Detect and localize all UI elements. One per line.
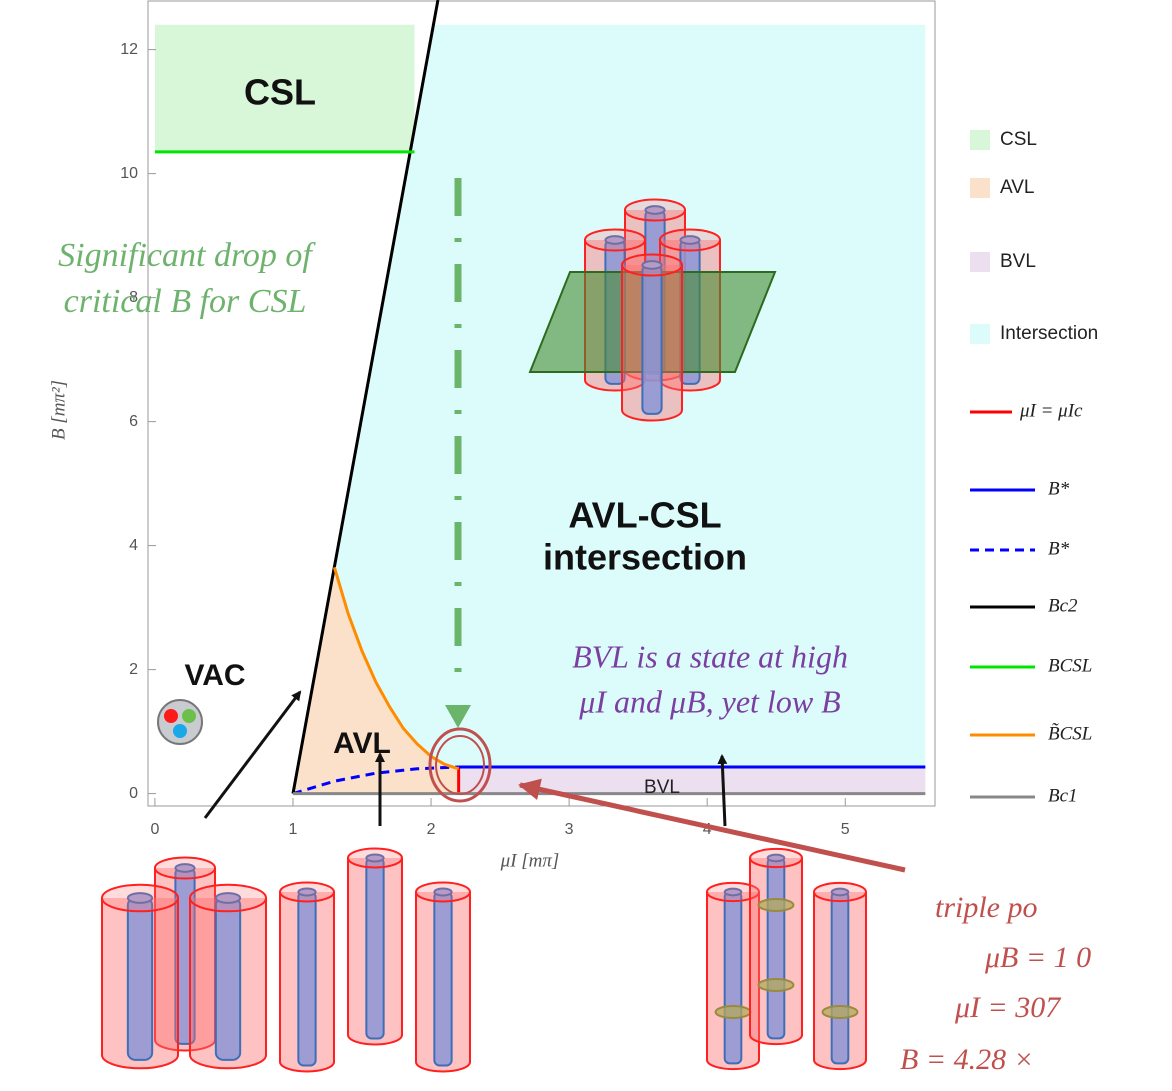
quark-red [164, 709, 178, 723]
cylinder-top [190, 885, 266, 912]
x-axis-label: μI [mπ] [500, 850, 560, 871]
annotation: μI = 307 [954, 991, 1062, 1024]
region [459, 767, 926, 794]
x-tick-label: 0 [150, 821, 159, 838]
annotation: CSL [244, 72, 316, 113]
y-tick-label: 2 [129, 661, 138, 678]
legend-label: CSL [1000, 129, 1037, 150]
ring [716, 1006, 751, 1018]
avl-illustration [102, 858, 266, 1069]
legend-label: Bc1 [1048, 785, 1078, 806]
annotation: μB = 1 0 [984, 941, 1091, 974]
cylinder-top [660, 230, 720, 251]
cylinder-top [280, 883, 334, 902]
cylinder-top [585, 230, 645, 251]
annotation: VAC [184, 659, 245, 692]
legend-label: Intersection [1000, 323, 1098, 344]
x-tick-label: 2 [427, 821, 436, 838]
chart: μI [mπ] B [mπ²] 012345024681012CSLAVLBVL… [0, 0, 1172, 1091]
ring [823, 1006, 858, 1018]
legend-label: B* [1048, 538, 1070, 559]
annotation: μI and μB, yet low B [578, 683, 840, 719]
legend-swatch [970, 324, 990, 344]
vortex-core [366, 858, 383, 1038]
vortex-core [434, 892, 451, 1065]
vortex-core [768, 858, 785, 1038]
cylinder-top [416, 883, 470, 902]
y-axis-label: B [mπ²] [48, 380, 69, 440]
y-tick-label: 6 [129, 413, 138, 430]
quark-green [182, 709, 196, 723]
annotation: critical B for CSL [64, 283, 307, 320]
legend-label: B̃CSL [1048, 723, 1092, 744]
vortex-core [128, 898, 152, 1060]
annotation: BVL is a state at high [572, 638, 848, 674]
legend-label: Bc2 [1048, 595, 1078, 616]
cylinder-top [102, 885, 178, 912]
annotation: AVL-CSL [568, 495, 721, 536]
cylinder-top [622, 255, 682, 276]
annotation: AVL [333, 727, 391, 760]
y-tick-label: 12 [120, 41, 138, 58]
vortex-core [298, 892, 315, 1065]
vortex-core [216, 898, 240, 1060]
annotation: B = 4.28 × [900, 1043, 1034, 1076]
x-tick-label: 3 [565, 821, 574, 838]
annotation: intersection [543, 537, 747, 578]
legend-label: AVL [1000, 177, 1035, 198]
x-tick-label: 5 [841, 821, 850, 838]
legend-swatch [970, 178, 990, 198]
quark-blue [173, 724, 187, 738]
vortex-core [642, 265, 661, 414]
cylinder-top [814, 883, 866, 901]
csl-illustration [280, 849, 470, 1072]
vortex-core [725, 892, 742, 1063]
arrow [205, 692, 300, 818]
ring [759, 899, 794, 911]
annotation: Significant drop of [58, 237, 316, 274]
legend-label: BVL [1000, 251, 1036, 272]
cylinder-top [155, 858, 215, 879]
legend-label: μI = μIc [1019, 400, 1083, 421]
ring [759, 979, 794, 991]
legend-label: BCSL [1048, 655, 1092, 676]
legend-swatch [970, 130, 990, 150]
annotation: BVL [644, 777, 680, 798]
y-tick-label: 0 [129, 785, 138, 802]
y-tick-label: 4 [129, 537, 138, 554]
legend-swatch [970, 252, 990, 272]
x-tick-label: 1 [289, 821, 298, 838]
cylinder-top [750, 849, 802, 867]
annotation: triple po [935, 891, 1038, 924]
vortex-core [832, 892, 849, 1063]
bvl-illustration [707, 849, 866, 1069]
cylinder-top [625, 200, 685, 221]
y-tick-label: 10 [120, 165, 138, 182]
cylinder-top [348, 849, 402, 868]
legend-label: B* [1048, 478, 1070, 499]
